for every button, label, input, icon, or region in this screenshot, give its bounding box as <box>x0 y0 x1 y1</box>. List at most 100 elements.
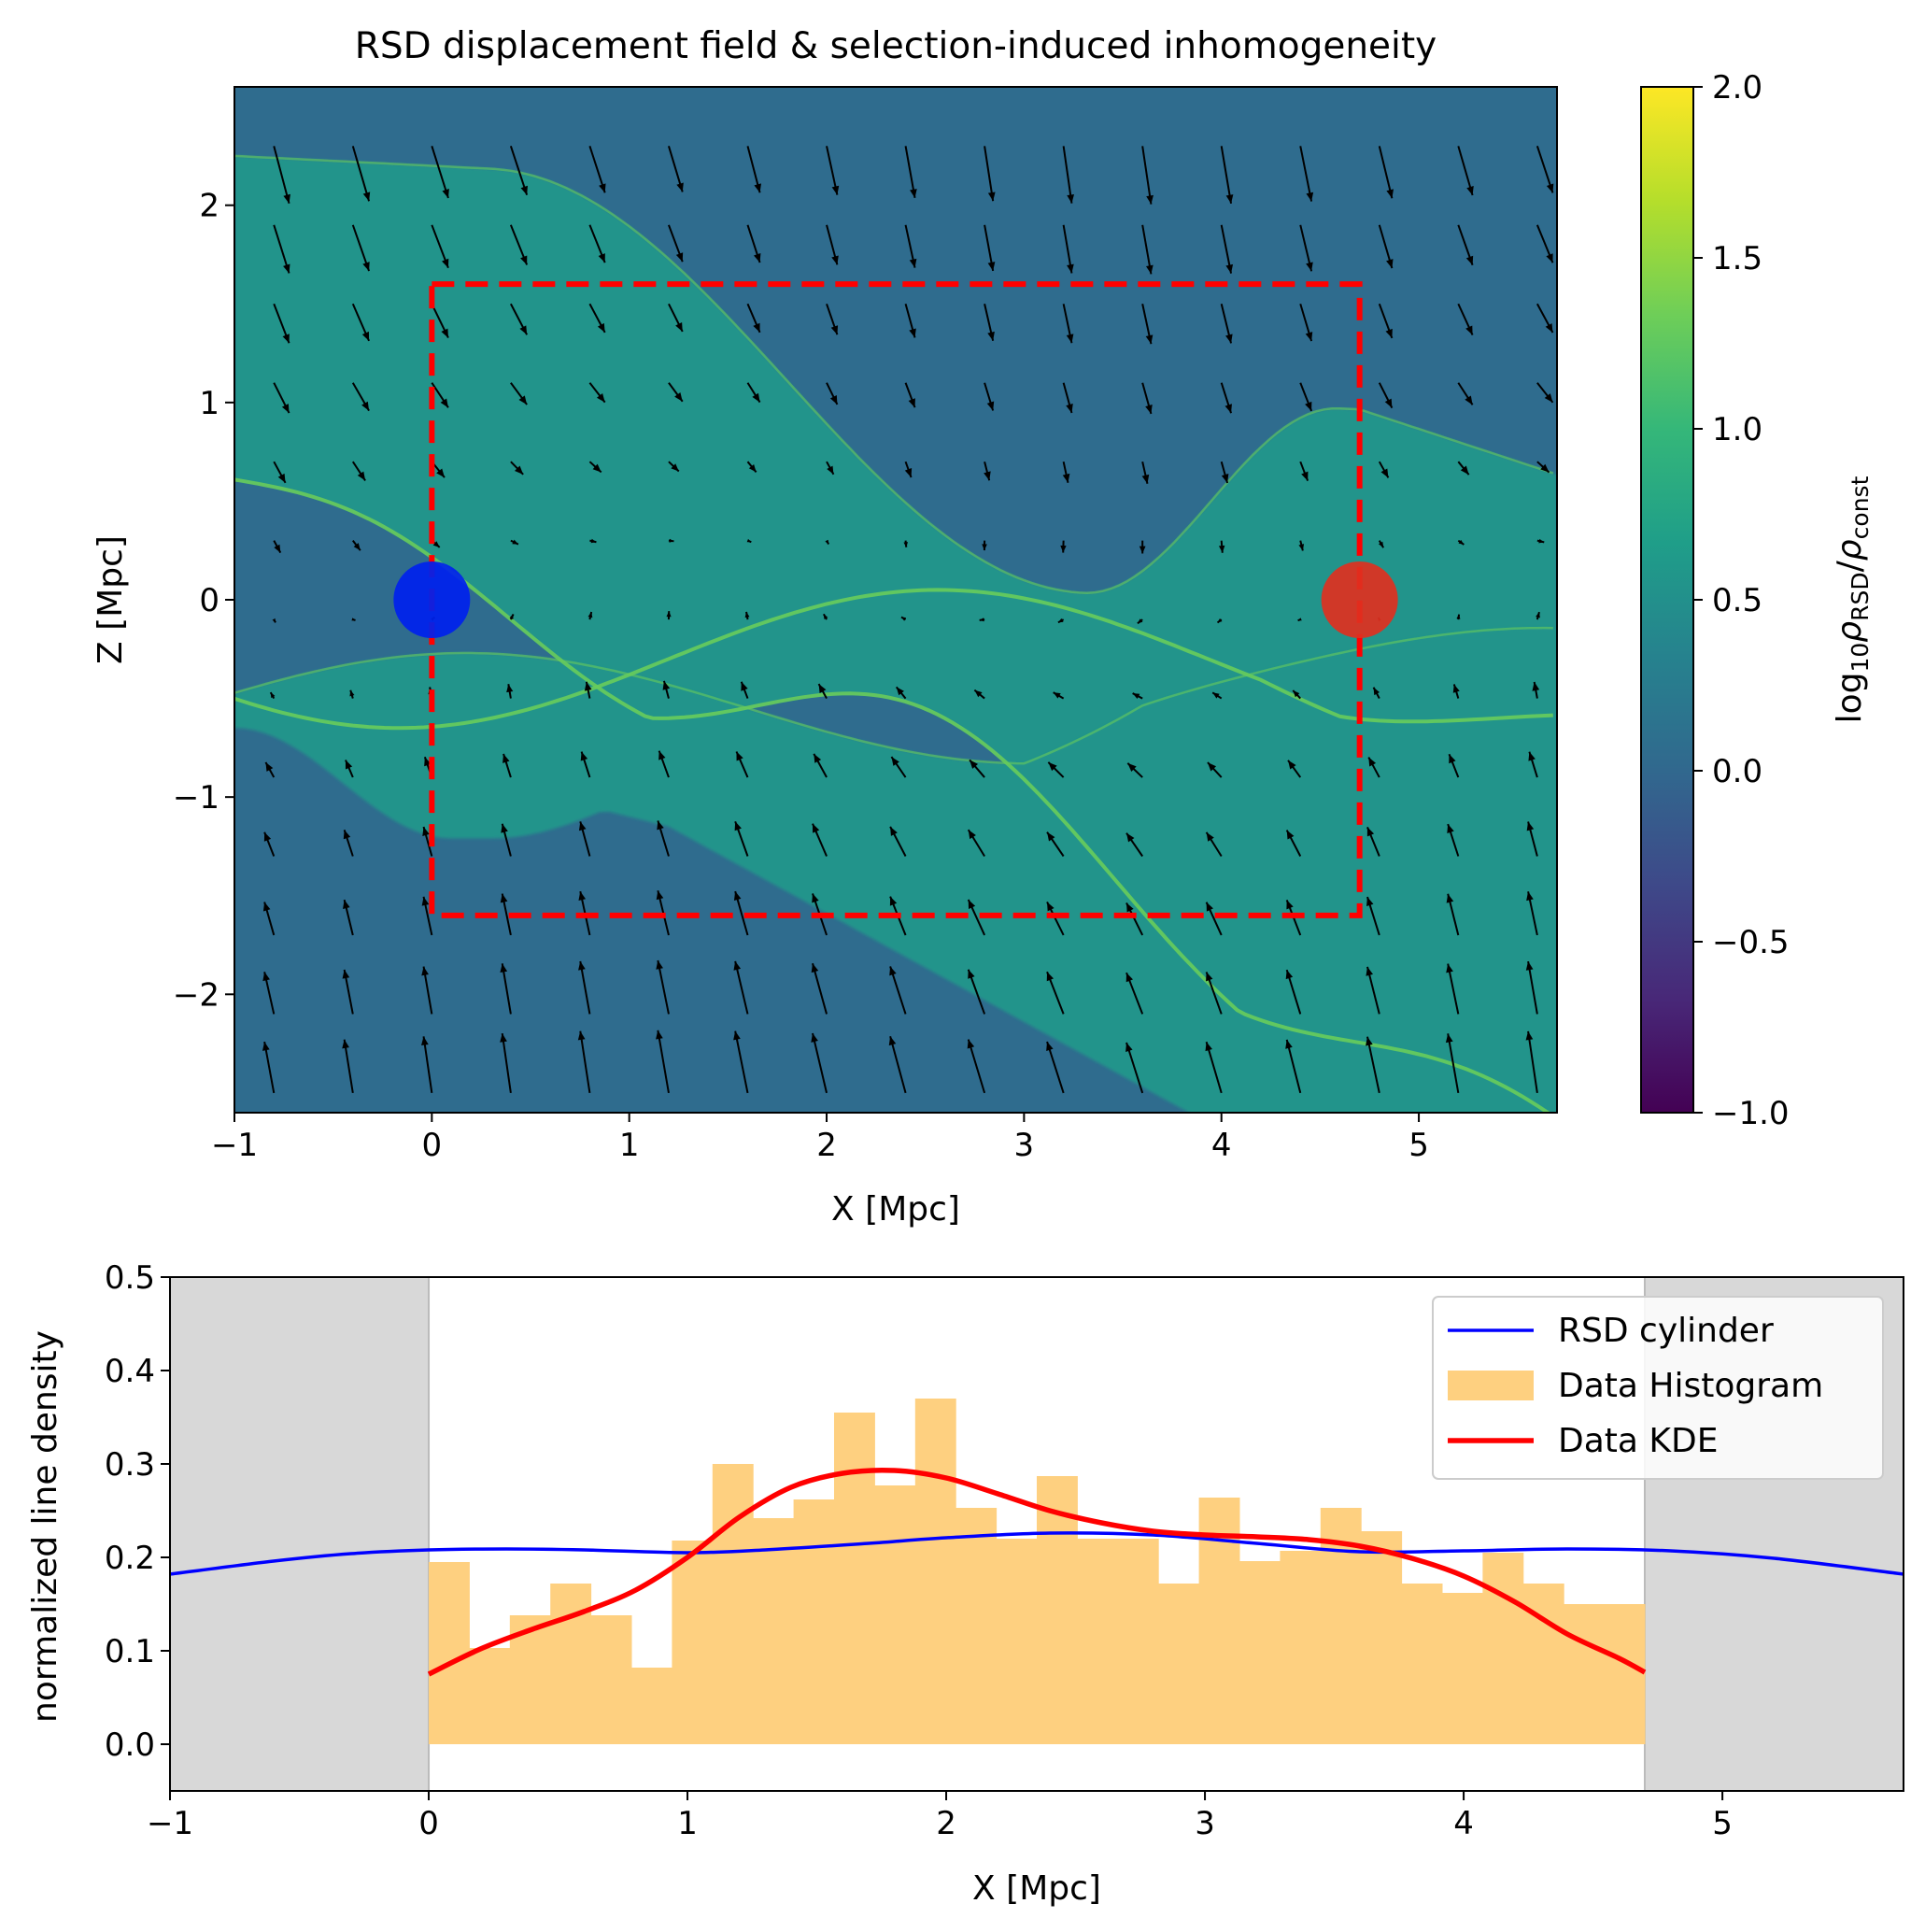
displacement-arrow <box>1205 902 1223 936</box>
y-tick-label: 1.5 <box>1712 240 1762 277</box>
displacement-arrow <box>1457 146 1474 196</box>
top-x-ticks: −1 0 1 2 3 4 5 <box>211 1113 1429 1164</box>
displacement-arrow <box>1526 891 1538 936</box>
displacement-arrow <box>1216 618 1223 624</box>
displacement-arrow <box>1457 224 1474 266</box>
bottom-y-label: normalized line density <box>26 1330 64 1723</box>
displacement-arrow <box>509 146 529 196</box>
displacement-arrow <box>1205 831 1223 858</box>
displacement-arrow <box>351 303 370 342</box>
displacement-arrow <box>733 890 749 936</box>
displacement-arrow <box>1132 692 1143 700</box>
displacement-arrow <box>667 146 684 192</box>
displacement-arrow <box>746 303 761 334</box>
x-tick-label: 2 <box>816 1127 837 1164</box>
displacement-arrow <box>577 1030 591 1094</box>
displacement-arrow <box>351 618 356 621</box>
displacement-arrow <box>904 146 917 199</box>
displacement-arrow <box>1062 461 1070 483</box>
displacement-arrow <box>588 146 606 193</box>
displacement-arrow <box>500 893 512 936</box>
y-tick-label: −0.5 <box>1712 924 1790 961</box>
caustic-line <box>234 588 1553 731</box>
displacement-arrow <box>1299 382 1313 412</box>
histogram-bar <box>1604 1604 1646 1744</box>
y-tick-label: 0.4 <box>105 1353 155 1390</box>
displacement-arrow <box>1220 304 1233 344</box>
y-tick-label: −1 <box>173 779 219 817</box>
displacement-arrow <box>1060 540 1067 553</box>
displacement-arrow <box>422 826 433 857</box>
y-tick-label: 0 <box>199 582 219 619</box>
y-tick-label: 1.0 <box>1712 411 1762 448</box>
y-tick-label: 0.0 <box>1712 753 1762 790</box>
displacement-arrow <box>656 959 670 1015</box>
displacement-arrow <box>984 224 996 272</box>
displacement-arrow <box>1536 146 1554 193</box>
displacement-arrow <box>1125 902 1144 936</box>
displacement-arrow <box>1211 691 1223 700</box>
displacement-arrow <box>1536 382 1554 404</box>
displacement-arrow <box>1366 826 1380 857</box>
displacement-arrow <box>1220 461 1229 484</box>
displacement-arrows <box>262 146 1554 1094</box>
displacement-arrow <box>506 684 514 699</box>
displacement-arrow <box>1062 224 1074 274</box>
displacement-arrow <box>811 1032 828 1094</box>
displacement-arrow <box>1448 753 1460 778</box>
bottom-axes-frame <box>169 1276 1904 1792</box>
x-tick-label: 5 <box>1408 1127 1429 1164</box>
x-tick-label: −1 <box>211 1127 258 1164</box>
displacement-arrow <box>1046 971 1065 1015</box>
top-plot-area <box>234 87 1557 1113</box>
displacement-arrow <box>352 540 361 551</box>
displacement-arrow <box>984 382 995 411</box>
displacement-arrow <box>904 461 913 478</box>
displacement-arrow <box>1220 146 1234 205</box>
histogram-bar <box>996 1539 1038 1744</box>
displacement-arrow <box>509 613 515 620</box>
displacement-arrow <box>431 303 449 339</box>
displacement-arrow <box>812 823 828 857</box>
displacement-arrow <box>345 760 354 778</box>
x-tick-label: 3 <box>1195 1805 1215 1842</box>
displacement-arrow <box>589 538 597 544</box>
displacement-arrow <box>273 540 282 554</box>
displacement-arrow <box>1536 611 1540 620</box>
displacement-arrow <box>509 303 529 335</box>
displacement-arrow <box>1445 1033 1460 1094</box>
displacement-arrow <box>273 224 290 274</box>
y-tick-label: 2 <box>199 188 219 225</box>
bottom-y-ticks: 0.0 0.1 0.2 0.3 0.4 0.5 <box>105 1259 170 1764</box>
displacement-arrow <box>587 611 593 620</box>
histogram-bar <box>672 1541 714 1744</box>
displacement-arrow <box>1141 461 1150 484</box>
displacement-arrow <box>1057 618 1065 624</box>
displacement-arrow <box>421 1036 433 1094</box>
displacement-arrow <box>735 751 749 778</box>
displacement-arrow <box>740 681 749 699</box>
displacement-arrow <box>890 756 907 778</box>
x-tick-label: 1 <box>677 1805 698 1842</box>
caustic-line <box>234 154 1554 594</box>
displacement-arrow <box>1299 224 1313 272</box>
displacement-arrow <box>826 303 839 335</box>
x-tick-label: 1 <box>619 1127 640 1164</box>
bottom-x-label: X [Mpc] <box>972 1869 1101 1908</box>
displacement-arrow <box>733 1030 749 1094</box>
displacement-arrow <box>1297 618 1302 622</box>
colorbar-label: log10ρRSD/ρconst <box>1831 476 1874 723</box>
displacement-arrow <box>263 831 276 857</box>
density-band-lower <box>234 628 1557 1113</box>
cbar-label-const: const <box>1847 476 1874 539</box>
displacement-arrow <box>826 224 839 265</box>
displacement-arrow <box>1532 681 1540 699</box>
displacement-arrow <box>1285 1039 1302 1094</box>
excluded-region <box>170 1277 430 1791</box>
displacement-arrow <box>1141 146 1154 205</box>
displacement-arrow <box>657 820 670 857</box>
displacement-arrow <box>510 382 528 405</box>
displacement-arrow <box>273 382 290 414</box>
rsd-cylinder-line <box>170 1531 1904 1576</box>
displacement-arrow <box>967 969 986 1015</box>
